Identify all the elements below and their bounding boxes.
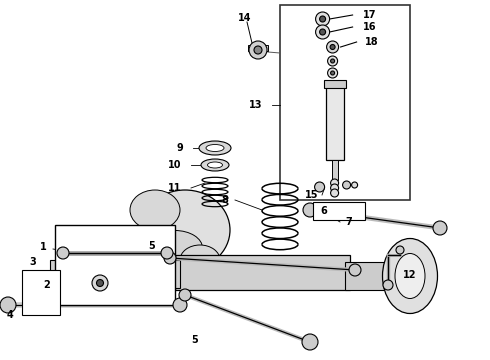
Text: 11: 11 <box>168 183 181 193</box>
Text: 7: 7 <box>345 217 352 227</box>
Circle shape <box>327 41 339 53</box>
Bar <box>175 255 350 290</box>
Circle shape <box>315 182 324 192</box>
Circle shape <box>316 12 330 26</box>
Bar <box>22 270 60 315</box>
Ellipse shape <box>147 230 202 266</box>
Ellipse shape <box>383 238 438 314</box>
Bar <box>323 80 345 88</box>
Text: 16: 16 <box>363 22 376 32</box>
Text: 4: 4 <box>7 310 13 320</box>
Circle shape <box>316 25 330 39</box>
Ellipse shape <box>206 144 224 152</box>
Circle shape <box>330 45 335 50</box>
Circle shape <box>328 68 338 78</box>
Circle shape <box>349 264 361 276</box>
Bar <box>50 260 180 288</box>
Circle shape <box>164 252 176 264</box>
Ellipse shape <box>180 245 220 275</box>
Text: 9: 9 <box>176 143 183 153</box>
Ellipse shape <box>199 141 231 155</box>
Circle shape <box>331 189 339 197</box>
Circle shape <box>161 247 173 259</box>
Circle shape <box>383 280 393 290</box>
Circle shape <box>302 334 318 350</box>
Circle shape <box>343 181 351 189</box>
Bar <box>55 225 175 305</box>
Text: 5: 5 <box>192 335 198 345</box>
Text: 2: 2 <box>43 280 50 290</box>
Ellipse shape <box>207 162 222 168</box>
Text: 8: 8 <box>221 195 228 205</box>
Text: 10: 10 <box>168 160 181 170</box>
Circle shape <box>331 179 339 187</box>
Text: 13: 13 <box>248 100 262 110</box>
Ellipse shape <box>201 159 229 171</box>
Ellipse shape <box>395 253 425 298</box>
Text: 1: 1 <box>40 242 47 252</box>
Text: 12: 12 <box>403 270 416 280</box>
Circle shape <box>97 279 103 287</box>
Text: 3: 3 <box>29 257 36 267</box>
Circle shape <box>173 298 187 312</box>
Ellipse shape <box>130 190 180 230</box>
Text: 5: 5 <box>148 241 155 251</box>
Bar <box>313 202 365 220</box>
Circle shape <box>331 59 335 63</box>
Text: 6: 6 <box>320 206 327 216</box>
Circle shape <box>249 41 267 59</box>
Circle shape <box>328 56 338 66</box>
Text: 15: 15 <box>305 190 319 200</box>
Circle shape <box>0 297 16 313</box>
Circle shape <box>331 184 339 192</box>
Bar <box>332 160 338 180</box>
Circle shape <box>179 289 191 301</box>
Circle shape <box>92 275 108 291</box>
Circle shape <box>433 221 447 235</box>
Circle shape <box>57 247 69 259</box>
Bar <box>345 262 385 290</box>
Bar <box>325 85 343 160</box>
Bar <box>248 45 268 51</box>
Text: 18: 18 <box>365 37 378 47</box>
Text: 17: 17 <box>363 10 376 20</box>
Circle shape <box>319 16 325 22</box>
Circle shape <box>352 182 358 188</box>
Ellipse shape <box>140 190 230 270</box>
Circle shape <box>319 29 325 35</box>
Text: 14: 14 <box>238 13 252 23</box>
Circle shape <box>396 246 404 254</box>
Circle shape <box>331 71 335 75</box>
Bar <box>280 5 410 200</box>
Circle shape <box>303 203 317 217</box>
Circle shape <box>254 46 262 54</box>
